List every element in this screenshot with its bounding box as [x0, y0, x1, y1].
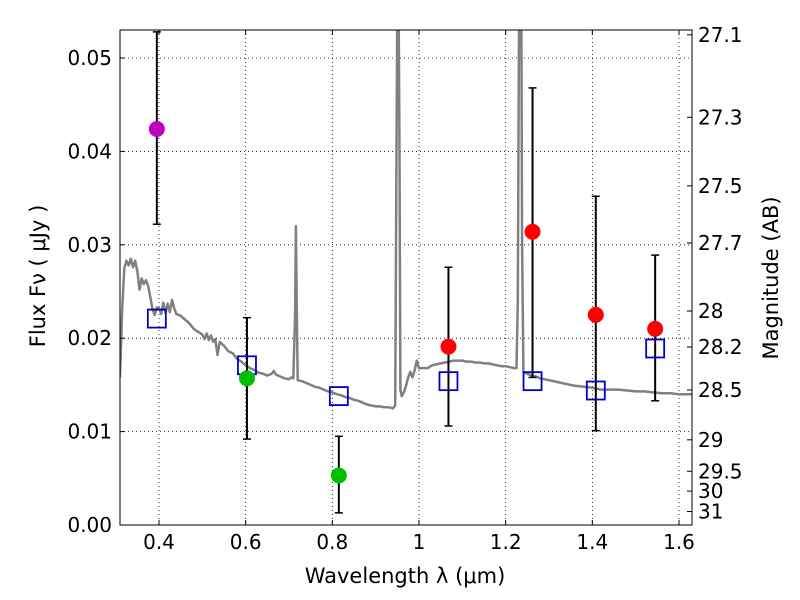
x-tick-label: 1: [413, 530, 426, 554]
observed-point: [238, 370, 255, 387]
errorbar-layer: [152, 31, 660, 514]
x-tick-label: 0.6: [230, 530, 262, 554]
x-axis-label: Wavelength λ (μm): [305, 564, 506, 588]
x-tick-label: 1.4: [576, 530, 608, 554]
right-tick-label: 27.1: [698, 23, 743, 47]
right-tick-label: 28.5: [698, 378, 743, 402]
observed-point: [148, 121, 165, 137]
right-tick-label: 27.3: [698, 105, 743, 129]
right-tick-label: 28: [698, 299, 723, 323]
model-photometry-square: [522, 371, 543, 392]
model-photometry-square: [585, 380, 606, 401]
x-tick-label: 0.4: [143, 530, 175, 554]
observed-points-layer: [148, 121, 664, 484]
y-axis-label: Flux Fν ( μJy ): [26, 205, 50, 348]
y-tick-label: 0.04: [67, 139, 112, 163]
observed-point: [440, 338, 457, 355]
model-photometry-layer: [146, 308, 666, 407]
right-tick-label: 27.5: [698, 174, 743, 198]
observed-point: [647, 320, 664, 337]
y-tick-label: 0.03: [67, 233, 112, 257]
right-tick-label: 29: [698, 428, 723, 452]
y-tick-label: 0.00: [67, 513, 112, 537]
right-tick-label: 27.7: [698, 231, 743, 255]
plot-frame: [119, 29, 693, 526]
model-photometry-square: [146, 308, 167, 329]
y-tick-label: 0.05: [67, 46, 112, 70]
grid-layer: [120, 30, 692, 526]
model-photometry-square: [645, 338, 666, 359]
right-tick-label: 28.2: [698, 335, 743, 359]
x-tick-label: 0.8: [316, 530, 348, 554]
observed-point: [524, 223, 541, 240]
axis-layer: 0.4 0.6 0.8 1 1.2 1.4 1.6 0.00 0.01 0.02 0.03 0.04 0…: [67, 23, 742, 554]
right-tick-label: 30: [698, 479, 723, 503]
model-photometry-square: [438, 371, 459, 392]
right-tick-label: 31: [698, 499, 723, 523]
y-tick-label: 0.01: [67, 420, 112, 444]
observed-point: [330, 467, 347, 484]
model-photometry-square: [328, 386, 349, 407]
model-spectrum-line: [120, 30, 692, 410]
observed-point: [587, 306, 604, 323]
x-tick-label: 1.2: [490, 530, 522, 554]
x-tick-label: 1.6: [663, 530, 695, 554]
right-axis-label: Magnitude (AB): [759, 196, 783, 359]
y-tick-label: 0.02: [67, 326, 112, 350]
model-spectrum-layer: [120, 30, 692, 410]
right-tick-label: 29.5: [698, 459, 743, 483]
